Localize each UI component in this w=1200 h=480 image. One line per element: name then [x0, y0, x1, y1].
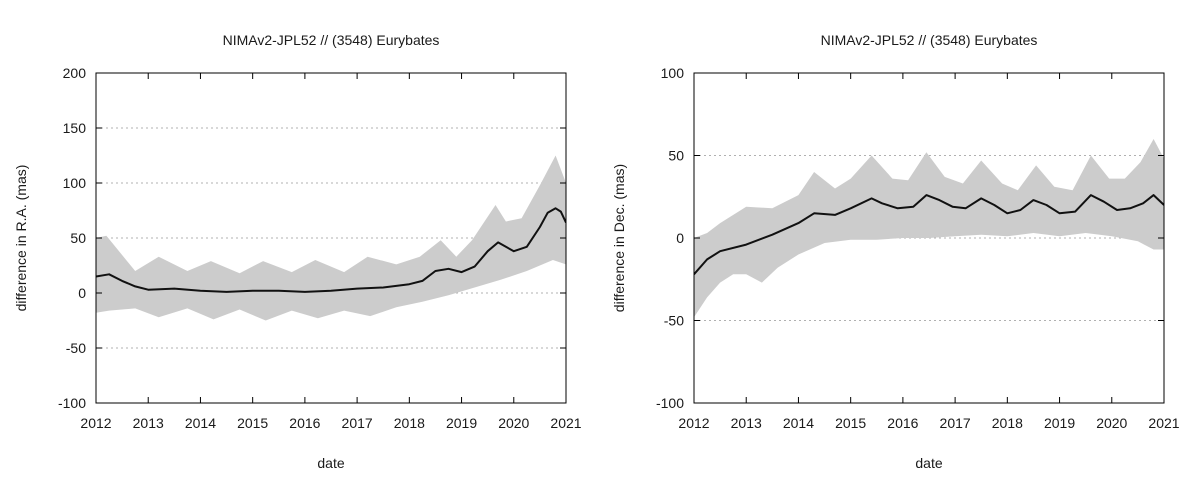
dec-chart-title: NIMAv2-JPL52 // (3548) Eurybates — [821, 32, 1038, 48]
ra-uncertainty-band — [96, 155, 566, 321]
ra-x-tick-label: 2013 — [133, 415, 164, 431]
ra-x-tick-label: 2019 — [446, 415, 477, 431]
ra-x-tick-label: 2012 — [80, 415, 111, 431]
dec-x-tick-label: 2013 — [731, 415, 762, 431]
dec-x-tick-label: 2021 — [1148, 415, 1179, 431]
dec-x-axis-label: date — [915, 455, 942, 471]
dec-difference-chart: -100 -50 0 50 100 2012 2013 2014 2015 2016 2017 201… — [611, 32, 1180, 471]
ra-x-tick-label: 2014 — [185, 415, 216, 431]
dec-y-tick-label: -100 — [656, 395, 684, 411]
ra-y-tick-label: -50 — [66, 340, 86, 356]
dec-x-tick-label: 2018 — [992, 415, 1023, 431]
dec-x-tick-label: 2016 — [887, 415, 918, 431]
dec-difference-line — [694, 194, 1164, 275]
dec-x-tick-label: 2020 — [1096, 415, 1127, 431]
ra-x-tick-label: 2016 — [289, 415, 320, 431]
dec-x-tick-label: 2014 — [783, 415, 814, 431]
dec-y-tick-label: 100 — [661, 65, 685, 81]
ra-y-axis-label: difference in R.A. (mas) — [13, 165, 29, 312]
ra-y-tick-label: 100 — [63, 175, 87, 191]
dec-uncertainty-band — [694, 139, 1164, 318]
ra-chart-title: NIMAv2-JPL52 // (3548) Eurybates — [223, 32, 440, 48]
dec-x-tick-label: 2019 — [1044, 415, 1075, 431]
ra-y-tick-label: 200 — [63, 65, 87, 81]
ra-x-tick-label: 2017 — [342, 415, 373, 431]
ra-x-tick-label: 2015 — [237, 415, 268, 431]
dec-y-tick-label: 50 — [668, 148, 684, 164]
ra-difference-line — [96, 207, 566, 293]
dec-y-tick-label: 0 — [676, 230, 684, 246]
ra-x-tick-label: 2020 — [498, 415, 529, 431]
dec-x-tick-label: 2015 — [835, 415, 866, 431]
ra-y-tick-label: -100 — [58, 395, 86, 411]
dec-y-axis-label: difference in Dec. (mas) — [611, 164, 627, 312]
ra-y-tick-label: 0 — [78, 285, 86, 301]
dec-y-tick-label: -50 — [664, 313, 684, 329]
ra-x-axis-label: date — [317, 455, 344, 471]
ra-y-tick-label: 150 — [63, 120, 87, 136]
ra-difference-chart: -100 -50 0 50 100 150 200 2012 2013 2014 2015 2016 2… — [13, 32, 582, 471]
ra-x-tick-label: 2018 — [394, 415, 425, 431]
ra-x-tick-label: 2021 — [550, 415, 581, 431]
ra-y-tick-label: 50 — [70, 230, 86, 246]
dec-x-tick-label: 2017 — [940, 415, 971, 431]
dec-x-tick-label: 2012 — [678, 415, 709, 431]
